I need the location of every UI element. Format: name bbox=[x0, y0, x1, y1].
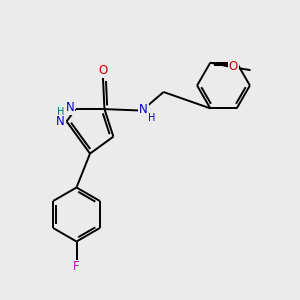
Text: O: O bbox=[98, 64, 108, 76]
Text: F: F bbox=[73, 260, 80, 274]
Text: N: N bbox=[139, 103, 148, 116]
Text: H: H bbox=[148, 113, 155, 123]
Text: N: N bbox=[66, 101, 74, 114]
Text: O: O bbox=[229, 60, 238, 73]
Text: H: H bbox=[57, 107, 64, 117]
Text: N: N bbox=[56, 116, 64, 128]
